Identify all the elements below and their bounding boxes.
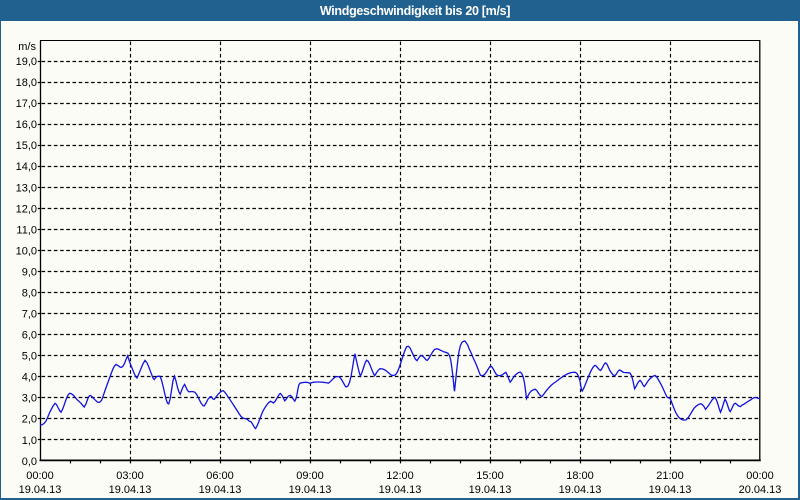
svg-text:m/s: m/s — [18, 41, 36, 53]
svg-text:15:00: 15:00 — [476, 470, 504, 482]
svg-text:13,0: 13,0 — [16, 182, 37, 194]
svg-text:19.04.13: 19.04.13 — [199, 484, 242, 496]
svg-text:1,0: 1,0 — [22, 435, 37, 447]
svg-text:11,0: 11,0 — [16, 224, 37, 236]
svg-text:4,0: 4,0 — [22, 372, 37, 384]
svg-text:00:00: 00:00 — [26, 470, 54, 482]
svg-text:00:00: 00:00 — [746, 470, 774, 482]
svg-text:15,0: 15,0 — [16, 140, 37, 152]
svg-text:0,0: 0,0 — [22, 456, 37, 468]
svg-text:12:00: 12:00 — [386, 470, 414, 482]
svg-text:19.04.13: 19.04.13 — [19, 484, 62, 496]
svg-text:16,0: 16,0 — [16, 119, 37, 131]
svg-text:19.04.13: 19.04.13 — [559, 484, 602, 496]
svg-text:18:00: 18:00 — [566, 470, 594, 482]
svg-text:03:00: 03:00 — [116, 470, 144, 482]
svg-text:10,0: 10,0 — [16, 245, 37, 257]
svg-text:12,0: 12,0 — [16, 203, 37, 215]
svg-text:7,0: 7,0 — [22, 309, 37, 321]
svg-text:19.04.13: 19.04.13 — [649, 484, 692, 496]
svg-text:5,0: 5,0 — [22, 351, 37, 363]
svg-text:19.04.13: 19.04.13 — [289, 484, 332, 496]
svg-text:19,0: 19,0 — [16, 56, 37, 68]
svg-text:8,0: 8,0 — [22, 288, 37, 300]
svg-text:21:00: 21:00 — [656, 470, 684, 482]
svg-text:18,0: 18,0 — [16, 77, 37, 89]
svg-text:20.04.13: 20.04.13 — [739, 484, 782, 496]
svg-text:14,0: 14,0 — [16, 161, 37, 173]
svg-text:3,0: 3,0 — [22, 393, 37, 405]
svg-text:06:00: 06:00 — [206, 470, 234, 482]
svg-text:9,0: 9,0 — [22, 266, 37, 278]
svg-text:19.04.13: 19.04.13 — [379, 484, 422, 496]
svg-text:17,0: 17,0 — [16, 98, 37, 110]
svg-text:6,0: 6,0 — [22, 330, 37, 342]
svg-text:19.04.13: 19.04.13 — [109, 484, 152, 496]
svg-text:19.04.13: 19.04.13 — [469, 484, 512, 496]
svg-text:2,0: 2,0 — [22, 414, 37, 426]
svg-text:09:00: 09:00 — [296, 470, 324, 482]
